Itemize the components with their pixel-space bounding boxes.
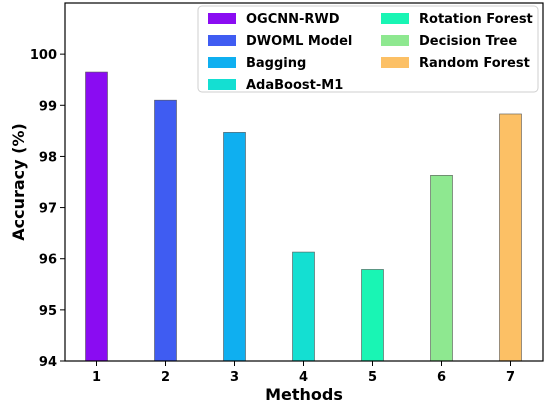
legend-swatch [208,13,236,24]
x-tick-label: 4 [299,370,308,385]
legend-box [197,5,539,93]
legend-entry: Bagging [246,56,306,71]
legend-swatch [208,57,236,68]
y-tick-label: 96 [39,253,57,268]
x-tick-label: 7 [506,370,515,385]
legend-swatch [381,35,409,46]
x-tick-label: 6 [437,370,446,385]
y-tick-label: 95 [39,304,57,319]
bar-3 [223,132,246,362]
legend-entry: DWOML Model [246,34,352,49]
legend-entry: Rotation Forest [419,12,533,27]
x-axis-ticks: 1 2 3 4 5 6 7 [92,361,515,385]
bar-2 [154,99,177,362]
bars-group [85,71,522,362]
y-tick-label: 98 [39,150,57,165]
bar-1 [85,71,108,362]
x-tick-label: 2 [161,370,170,385]
x-tick-label: 3 [230,370,239,385]
legend-entry: OGCNN-RWD [246,12,340,27]
bar-7 [499,113,522,362]
legend: OGCNN-RWD DWOML Model Bagging AdaBoost-M1 Ro… [197,5,539,93]
x-tick-label: 1 [92,370,101,385]
legend-swatch [208,79,236,90]
legend-swatch [381,57,409,68]
legend-entry: Random Forest [419,56,530,71]
y-tick-label: 94 [39,355,57,370]
y-tick-label: 99 [39,99,57,114]
y-axis-ticks: 94 95 96 97 98 99 100 [30,48,65,370]
legend-swatch [381,13,409,24]
legend-entry: AdaBoost-M1 [246,78,343,93]
bar-5 [361,269,384,362]
x-axis-label: Methods [265,385,343,404]
x-tick-label: 5 [368,370,377,385]
y-axis-label: Accuracy (%) [9,123,28,241]
y-tick-label: 97 [39,202,57,217]
legend-swatch [208,35,236,46]
legend-entry: Decision Tree [419,34,517,49]
bar-6 [430,175,453,362]
y-tick-label: 100 [30,48,57,63]
bar-4 [292,251,315,362]
